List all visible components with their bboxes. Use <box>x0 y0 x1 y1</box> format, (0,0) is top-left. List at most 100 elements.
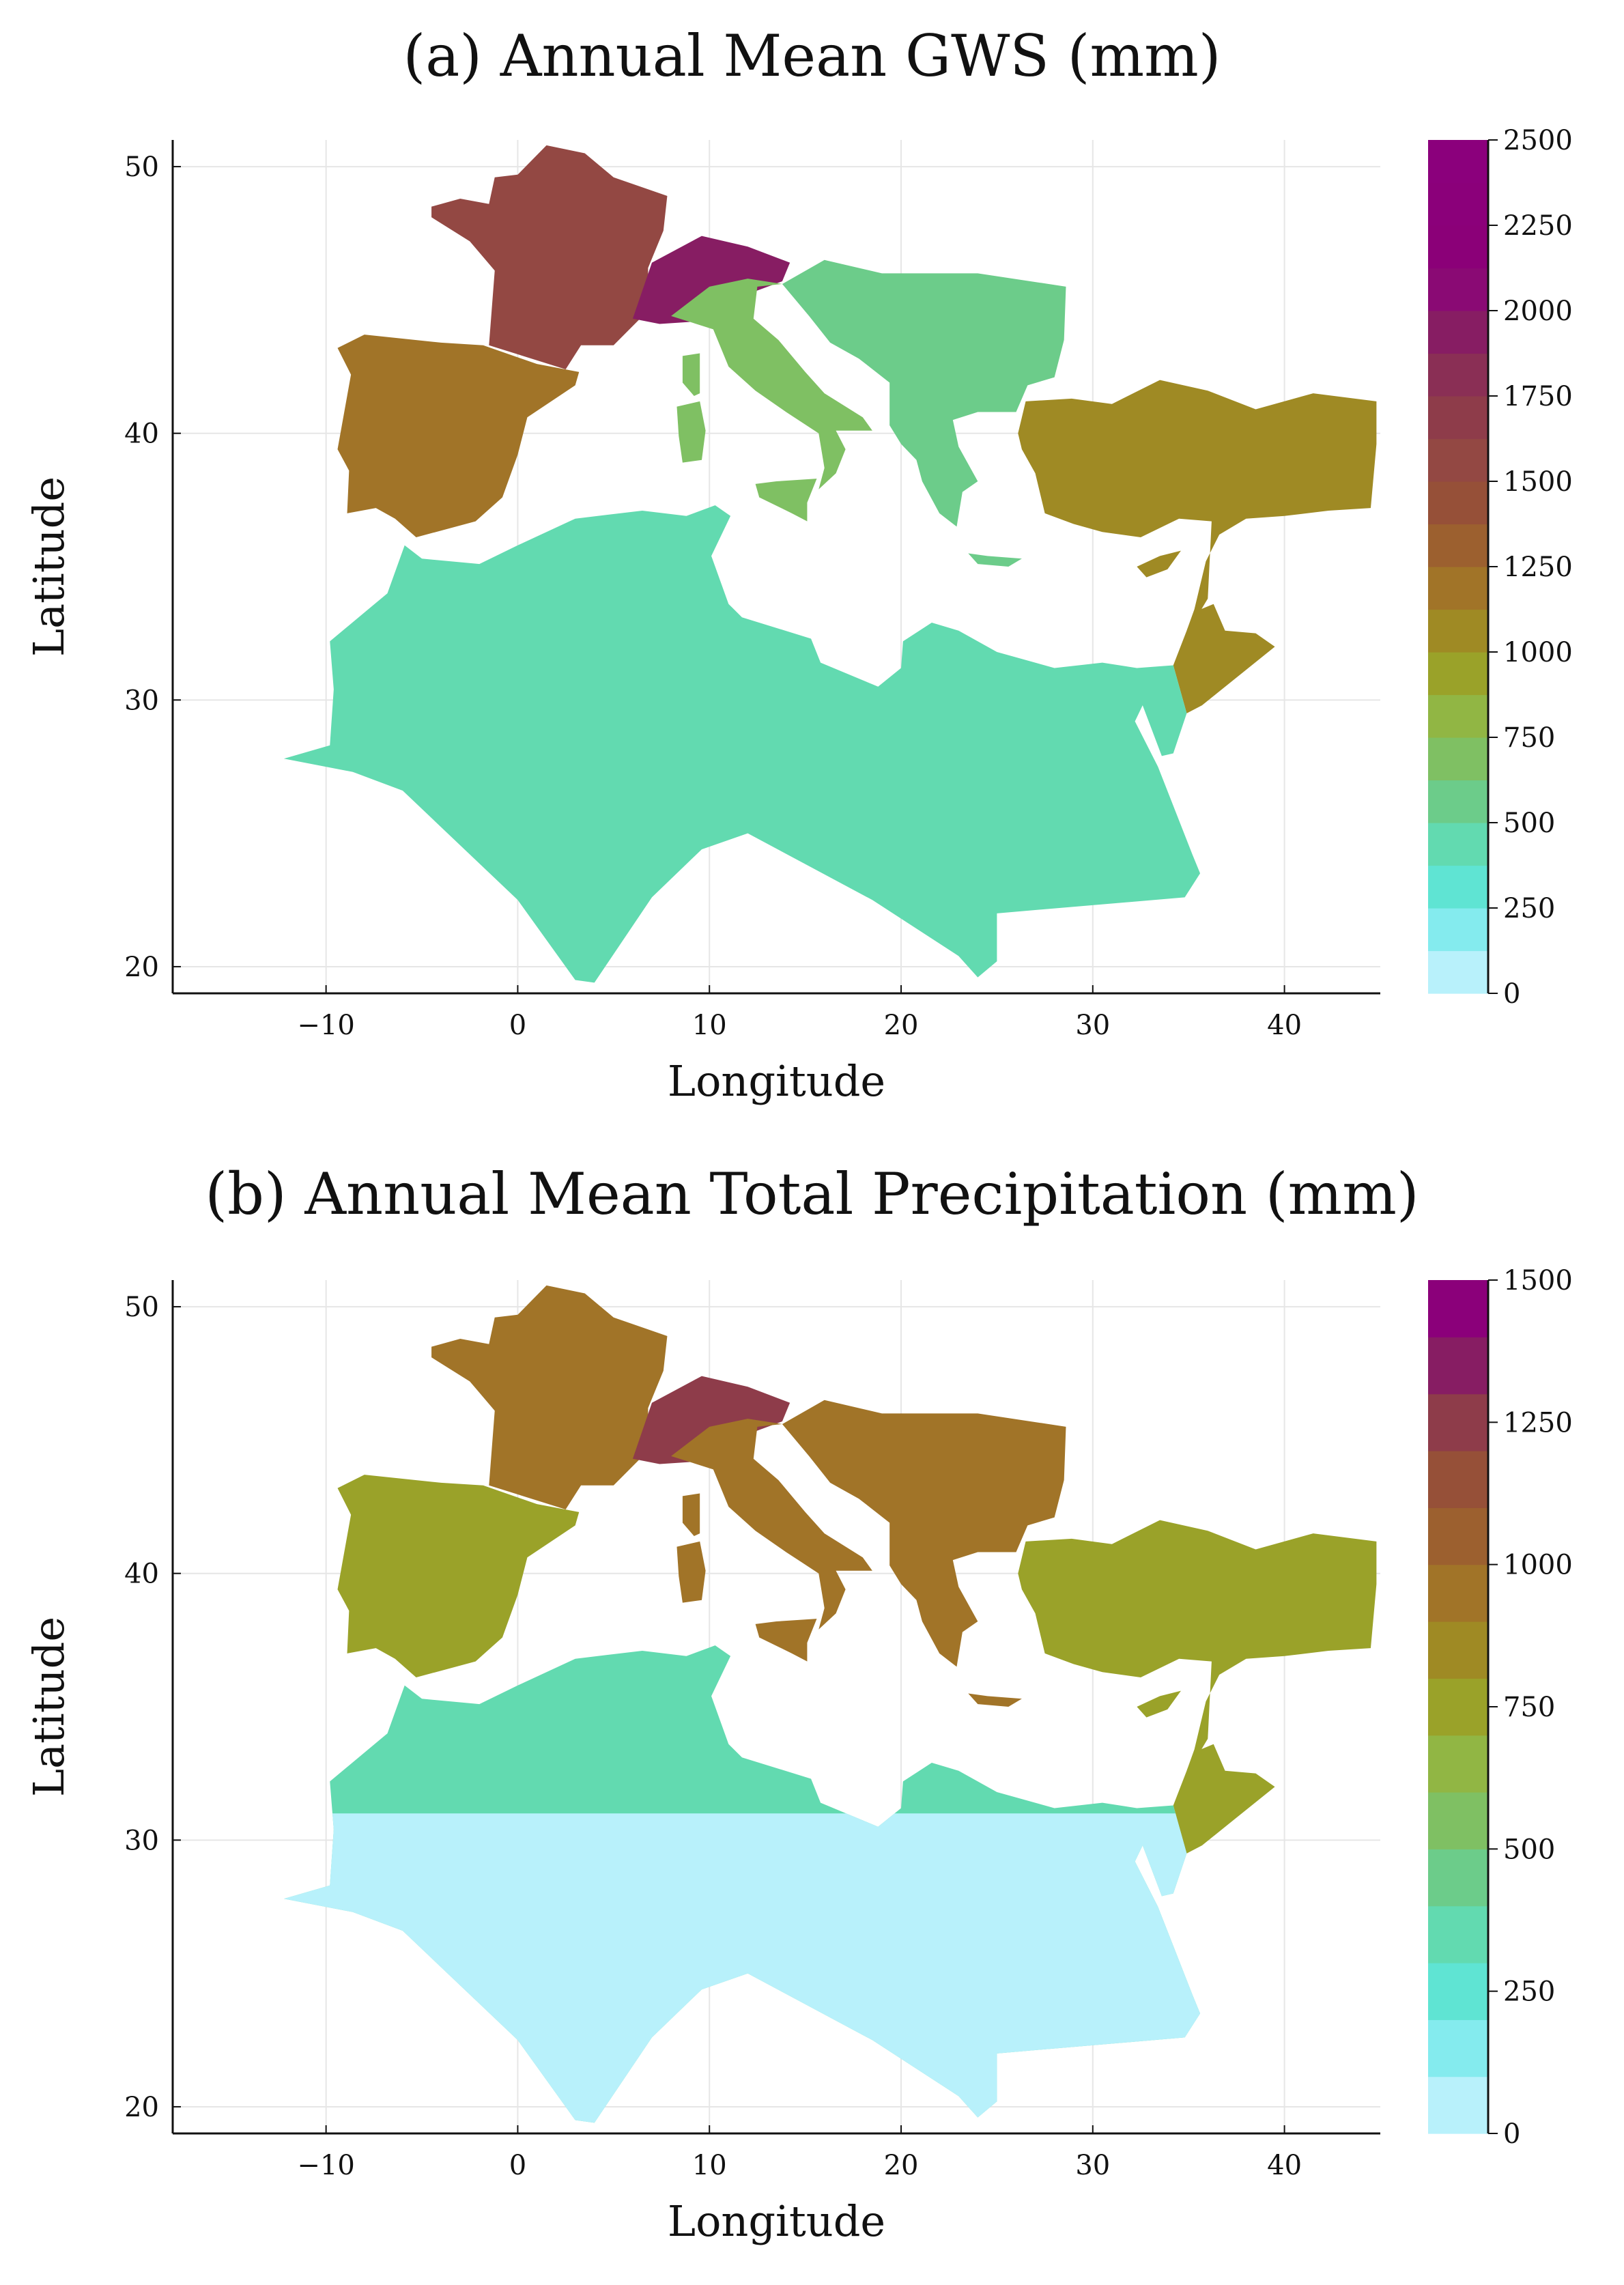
region-italy <box>682 1493 700 1536</box>
colorbar: 0 250 500 750 1000 1250 1500 1750 2000 2250 2500 <box>1428 125 1573 1010</box>
colorbar-tick-label: 2500 <box>1503 125 1573 156</box>
x-tick-label: 40 <box>1267 2150 1302 2181</box>
colorbar-tick-label: 250 <box>1503 893 1555 924</box>
x-tick-label: 20 <box>884 2150 919 2181</box>
region-anatolia <box>1173 1744 1275 1854</box>
colorbar-tick-label: 1750 <box>1503 381 1573 412</box>
y-axis-label: Latitude <box>24 477 74 657</box>
colorbar-tick-label: 1000 <box>1503 637 1573 668</box>
colorbar-band <box>1428 524 1488 567</box>
y-axis-label: Latitude <box>24 1617 74 1797</box>
colorbar-band <box>1428 1337 1488 1395</box>
y-tick-label: 40 <box>124 1559 159 1590</box>
colorbar-tick-label: 0 <box>1503 2118 1520 2150</box>
colorbar-band <box>1428 1849 1488 1907</box>
colorbar-band <box>1428 1678 1488 1736</box>
colorbar-band <box>1428 2076 1488 2134</box>
colorbar-band <box>1428 140 1488 184</box>
colorbar-band <box>1428 1905 1488 1963</box>
region-anatolia <box>1137 1690 1181 1718</box>
y-tick-label: 50 <box>124 152 159 183</box>
region-france <box>431 145 668 369</box>
region-italy <box>682 353 700 396</box>
colorbar-band <box>1428 268 1488 311</box>
region-balkans <box>968 1693 1022 1707</box>
panel-b: −10 0 10 20 30 40 20 30 40 50 Longitude Latitude 0 25… <box>24 1265 1573 2246</box>
region-iberia <box>337 1475 580 1678</box>
colorbar-tick-label: 750 <box>1503 1692 1555 1723</box>
colorbar-tick-label: 2250 <box>1503 210 1573 242</box>
colorbar-tick-label: 250 <box>1503 1976 1555 2008</box>
colorbar-band <box>1428 182 1488 226</box>
region-alps <box>632 1376 790 1464</box>
colorbar-band <box>1428 908 1488 952</box>
colorbar-band <box>1428 1451 1488 1508</box>
colorbar-tick-label: 1500 <box>1503 466 1573 498</box>
region-anatolia <box>1173 604 1275 713</box>
region-balkans <box>782 1400 1066 1667</box>
region-italy <box>755 479 817 522</box>
x-tick-label: 10 <box>692 2150 727 2181</box>
y-tick-label: 30 <box>124 685 159 716</box>
panel-a: −10 0 10 20 30 40 20 30 40 50 Longitude Latitude 0 25… <box>24 125 1573 1106</box>
colorbar-tick-label: 1250 <box>1503 1407 1573 1438</box>
heatmap-field <box>283 145 1377 983</box>
region-alps <box>632 236 790 324</box>
colorbar-band <box>1428 438 1488 482</box>
colorbar-band <box>1428 353 1488 397</box>
region-italy <box>755 1619 817 1662</box>
region-north-africa <box>283 505 1201 983</box>
x-tick-label: 20 <box>884 1010 919 1041</box>
panel-a-title: (a) Annual Mean GWS (mm) <box>403 23 1221 89</box>
region-balkans <box>968 553 1022 567</box>
region-france <box>431 1285 668 1509</box>
y-tick-label: 30 <box>124 1825 159 1856</box>
region-italy <box>676 1541 706 1603</box>
colorbar-tick-label: 500 <box>1503 808 1555 839</box>
colorbar-band <box>1428 396 1488 440</box>
colorbar-band <box>1428 1621 1488 1679</box>
region-anatolia <box>1137 550 1181 578</box>
colorbar-band <box>1428 1735 1488 1793</box>
region-sahara <box>283 1813 1201 2123</box>
colorbar-band <box>1428 652 1488 696</box>
x-tick-label: 0 <box>509 2150 526 2181</box>
colorbar-band <box>1428 609 1488 653</box>
colorbar-band <box>1428 225 1488 269</box>
colorbar-band <box>1428 950 1488 994</box>
colorbar-tick-label: 750 <box>1503 722 1555 754</box>
x-tick-label: 10 <box>692 1010 727 1041</box>
colorbar-tick-label: 0 <box>1503 978 1520 1010</box>
colorbar-band <box>1428 737 1488 781</box>
x-tick-label: 30 <box>1075 1010 1110 1041</box>
colorbar-band <box>1428 1963 1488 2020</box>
colorbar-band <box>1428 780 1488 823</box>
region-balkans <box>782 259 1066 527</box>
colorbar-band <box>1428 694 1488 738</box>
colorbar-band <box>1428 2019 1488 2077</box>
region-italy <box>676 401 706 463</box>
colorbar-band <box>1428 1280 1488 1337</box>
region-anatolia <box>1018 380 1377 631</box>
colorbar-tick-label: 1250 <box>1503 552 1573 583</box>
colorbar-band <box>1428 311 1488 354</box>
x-tick-label: 0 <box>509 1010 526 1041</box>
x-tick-label: −10 <box>297 1010 354 1041</box>
y-tick-label: 40 <box>124 418 159 450</box>
region-iberia <box>337 335 580 538</box>
y-tick-label: 20 <box>124 2092 159 2123</box>
panel-b-title: (b) Annual Mean Total Precipitation (mm) <box>205 1161 1419 1227</box>
x-tick-label: 30 <box>1075 2150 1110 2181</box>
x-axis-label: Longitude <box>668 1056 885 1106</box>
y-tick-label: 50 <box>124 1292 159 1323</box>
colorbar-band <box>1428 1507 1488 1565</box>
x-tick-label: 40 <box>1267 1010 1302 1041</box>
colorbar-band <box>1428 865 1488 909</box>
colorbar-band <box>1428 567 1488 610</box>
colorbar-band <box>1428 823 1488 866</box>
colorbar-tick-label: 2000 <box>1503 296 1573 327</box>
region-anatolia <box>1018 1520 1377 1771</box>
region-italy <box>671 279 872 489</box>
y-tick-label: 20 <box>124 952 159 983</box>
